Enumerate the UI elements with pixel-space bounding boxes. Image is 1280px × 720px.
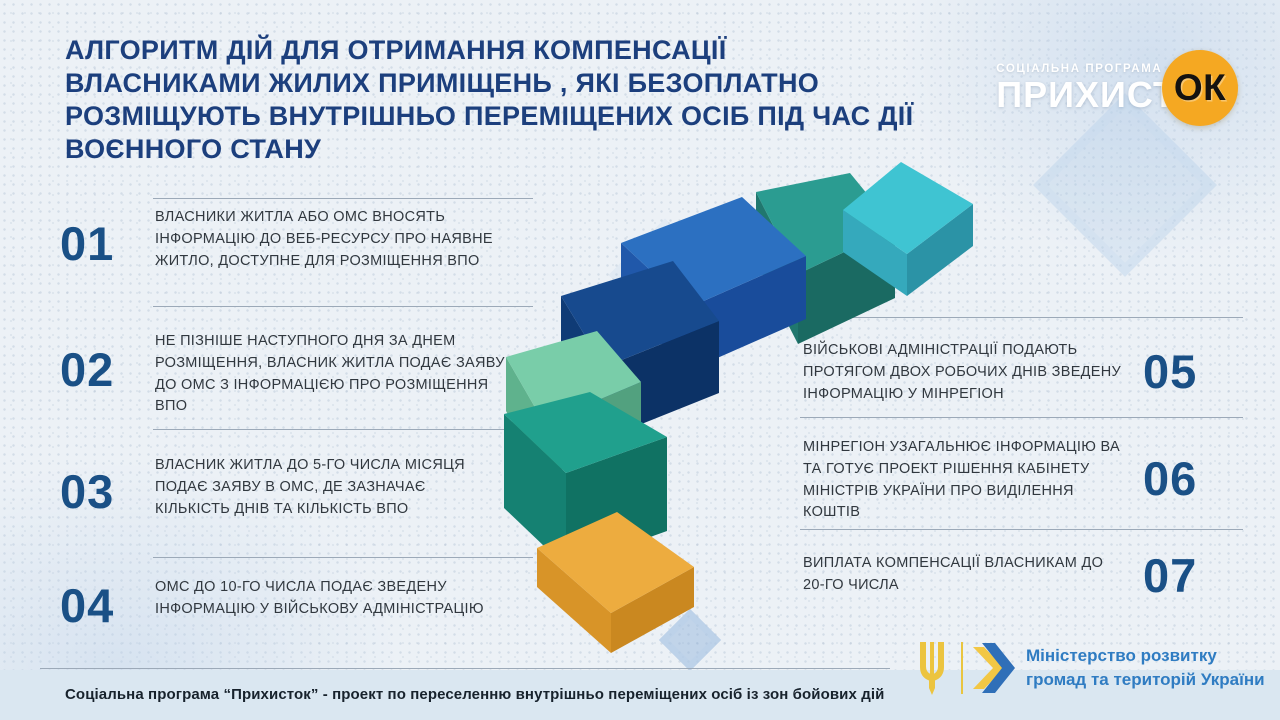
program-logo-text: СОЦІАЛЬНА ПРОГРАМА ПРИХИСТ xyxy=(996,63,1176,113)
step-number: 01 xyxy=(60,217,115,270)
staircase-step-face xyxy=(843,162,973,254)
ministry-name-line2: громад та територій України xyxy=(1026,670,1265,689)
divider xyxy=(153,429,533,430)
staircase-step-face xyxy=(907,204,973,296)
step-text: ВІЙСЬКОВІ АДМІНІСТРАЦІЇ ПОДАЮТЬ ПРОТЯГОМ… xyxy=(803,342,1122,402)
chevron-yellow xyxy=(973,647,1004,689)
step-text: НЕ ПІЗНІШЕ НАСТУПНОГО ДНЯ ЗА ДНЕМ РОЗМІЩ… xyxy=(155,333,505,415)
step-text: ВИПЛАТА КОМПЕНСАЦІЇ ВЛАСНИКАМ ДО 20-ГО Ч… xyxy=(803,555,1104,593)
title-line: АЛГОРИТМ ДІЙ ДЛЯ ОТРИМАННЯ КОМПЕНСАЦІЇ xyxy=(65,35,727,65)
step-number: 04 xyxy=(60,579,115,632)
staircase-step-face xyxy=(611,567,694,653)
staircase-step-face xyxy=(506,331,641,423)
step-text: ОМС ДО 10-ГО ЧИСЛА ПОДАЄ ЗВЕДЕНУ ІНФОРМА… xyxy=(155,579,484,617)
trident-icon xyxy=(920,642,944,695)
divider xyxy=(800,317,1243,318)
spiral-staircase-graphic xyxy=(504,162,973,653)
page-title: АЛГОРИТМ ДІЙ ДЛЯ ОТРИМАННЯ КОМПЕНСАЦІЇ В… xyxy=(65,34,913,166)
ministry-separator xyxy=(961,642,963,694)
divider xyxy=(800,529,1243,530)
title-line: ВОЄННОГО СТАНУ xyxy=(65,133,322,164)
ministry-name-line1: Міністерство розвитку xyxy=(1026,646,1217,666)
program-logo-label: СОЦІАЛЬНА ПРОГРАМА xyxy=(996,63,1163,75)
staircase-step-face xyxy=(537,548,611,653)
staircase-step-face xyxy=(843,210,907,296)
divider xyxy=(153,306,533,307)
ministry-name: Міністерство розвитку громад та територі… xyxy=(1026,644,1265,692)
step-text: ВЛАСНИК ЖИТЛА ДО 5-ГО ЧИСЛА МІСЯЦЯ ПОДАЄ… xyxy=(155,457,465,517)
step-number: 03 xyxy=(60,465,115,518)
trident-glyph xyxy=(920,642,944,695)
footer-note: Соціальна програма “Прихисток” - проект … xyxy=(65,686,885,703)
staircase-step-face xyxy=(504,392,667,473)
program-logo-ok-text: ОК xyxy=(1173,67,1227,108)
step-number: 05 xyxy=(1143,345,1198,398)
staircase-step-face xyxy=(504,414,566,567)
program-logo-name: ПРИХИСТ xyxy=(996,74,1176,115)
program-logo-ok-circle: ОК xyxy=(1162,50,1238,126)
staircase-step-1 xyxy=(537,512,694,653)
title-line: ВЛАСНИКАМИ ЖИЛИХ ПРИМІЩЕНЬ , ЯКІ БЕЗОПЛА… xyxy=(65,67,820,98)
divider xyxy=(153,557,533,558)
chevron-icon xyxy=(973,643,1015,693)
step-number: 06 xyxy=(1143,452,1198,505)
step-number: 07 xyxy=(1143,549,1198,602)
step-text: МІНРЕГІОН УЗАГАЛЬНЮЄ ІНФОРМАЦІЮ ВА ТА ГО… xyxy=(803,439,1120,521)
program-logo: СОЦІАЛЬНА ПРОГРАМА ПРИХИСТ ОК xyxy=(996,50,1238,126)
title-line: РОЗМІЩУЮТЬ ВНУТРІШНЬО ПЕРЕМІЩЕНИХ ОСІБ П… xyxy=(65,100,914,131)
footer-divider xyxy=(40,668,890,669)
ministry-logo: Міністерство розвитку громад та територі… xyxy=(912,638,1265,698)
staircase-step-face xyxy=(537,512,694,613)
divider xyxy=(800,417,1243,418)
footer-band xyxy=(0,670,1280,720)
divider xyxy=(153,198,533,199)
chevron-blue xyxy=(982,643,1015,693)
step-number: 02 xyxy=(60,343,115,396)
staircase-step-7 xyxy=(843,162,973,296)
step-text: ВЛАСНИКИ ЖИТЛА АБО ОМС ВНОСЯТЬ ІНФОРМАЦІ… xyxy=(155,209,493,269)
